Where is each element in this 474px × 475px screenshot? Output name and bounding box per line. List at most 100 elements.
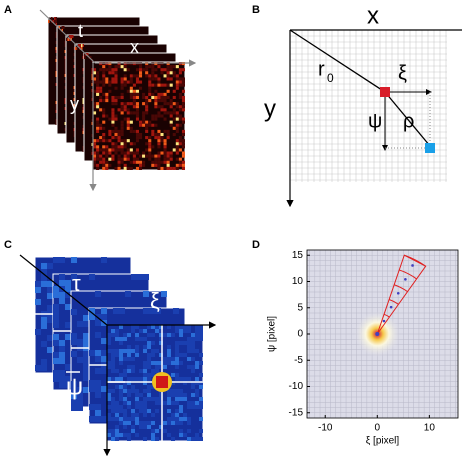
pixel (187, 349, 191, 353)
pixel (163, 92, 167, 96)
pixel (151, 163, 155, 167)
pixel (129, 120, 133, 124)
pixel (179, 325, 183, 329)
pixel (108, 139, 112, 143)
pixel (58, 26, 60, 29)
pixel (115, 429, 119, 433)
pixel (114, 117, 118, 121)
pixel (148, 83, 152, 87)
pixel (181, 132, 185, 137)
pixel (160, 92, 164, 96)
pixel (135, 417, 139, 421)
pixel (93, 160, 97, 164)
pixel (120, 157, 124, 161)
pixel (93, 80, 97, 84)
pixel-red (380, 87, 390, 97)
pixel (66, 38, 68, 41)
pixel (127, 393, 131, 397)
pixel (114, 80, 118, 84)
pixel (172, 95, 176, 100)
pixel (137, 274, 143, 280)
pixel (55, 71, 57, 74)
pixel (73, 47, 75, 50)
pixel (151, 433, 155, 437)
pixel (96, 139, 100, 143)
pixel (166, 166, 170, 170)
pixel (160, 99, 164, 103)
pixel (123, 108, 127, 112)
pixel (143, 377, 147, 381)
pixel (178, 108, 182, 112)
pixel (145, 74, 149, 78)
pixel (96, 166, 100, 170)
pixel (183, 397, 187, 401)
pixel (123, 157, 127, 161)
pixel (131, 365, 135, 369)
pixel (64, 86, 66, 89)
pixel (123, 349, 127, 353)
pixel (131, 417, 135, 421)
pixel (120, 77, 124, 81)
pixel (83, 375, 89, 381)
pixel (117, 132, 121, 137)
pixel (115, 425, 119, 429)
pixel (154, 89, 158, 93)
pixel (105, 114, 109, 118)
pixel (131, 377, 135, 381)
pixel (167, 349, 171, 353)
pixel (93, 77, 97, 81)
pixel (135, 92, 139, 96)
pixel (119, 341, 123, 345)
pixel (169, 111, 173, 115)
pixel (139, 80, 143, 84)
pixel (175, 157, 179, 161)
pixel (166, 132, 170, 137)
pixel (167, 357, 171, 361)
pixel (191, 337, 195, 341)
pixel (199, 329, 203, 333)
pixel (95, 320, 101, 326)
pixel (78, 44, 80, 47)
wedge-arc (383, 313, 390, 318)
pixel (148, 92, 152, 96)
pixel (178, 71, 182, 75)
pixel (183, 433, 187, 437)
pixel (119, 433, 123, 437)
pixel (166, 154, 170, 158)
pixel (53, 352, 59, 358)
pixel (148, 123, 152, 127)
pixel (135, 393, 139, 397)
pixel (142, 123, 146, 127)
pixel (108, 89, 112, 93)
pixel (99, 139, 103, 143)
pixel (129, 86, 133, 90)
pixel (163, 361, 167, 365)
pixel (51, 17, 53, 20)
pixel (120, 86, 124, 90)
pixel (129, 151, 133, 155)
pixel (127, 405, 131, 409)
pixel (123, 425, 127, 429)
pixel (199, 333, 203, 337)
pixel (147, 397, 151, 401)
pixel (77, 387, 83, 393)
pixel (191, 385, 195, 389)
pixel (148, 145, 152, 149)
pixel (52, 20, 54, 23)
pixel (147, 389, 151, 393)
pixel (115, 349, 119, 353)
pixel (84, 56, 86, 59)
pixel (181, 68, 185, 72)
wedge (376, 254, 427, 335)
pixel (163, 129, 167, 133)
pixel (181, 102, 185, 106)
pixel (147, 373, 151, 377)
pixel (96, 120, 100, 124)
pixel (145, 148, 149, 152)
pixel (111, 353, 115, 357)
pixel (117, 148, 121, 152)
pixel (187, 417, 191, 421)
pixel (172, 65, 176, 69)
pixel (132, 160, 136, 164)
pixel (169, 151, 173, 155)
